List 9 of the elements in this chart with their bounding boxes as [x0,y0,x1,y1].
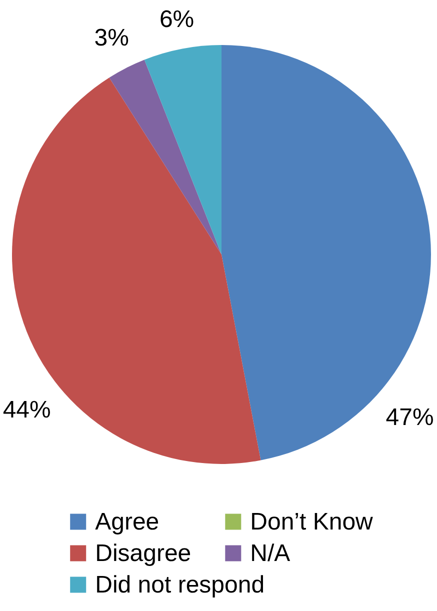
data-label: 6% [159,6,194,33]
data-label: 47% [386,404,434,431]
legend-label: Did not respond [95,571,265,598]
data-label: 44% [2,396,51,424]
legend-label: Disagree [95,540,192,567]
legend-label: Don’t Know [250,508,374,536]
legend-label: Agree [95,508,160,536]
data-label: 3% [94,24,129,52]
legend-label: N/A [250,540,290,567]
